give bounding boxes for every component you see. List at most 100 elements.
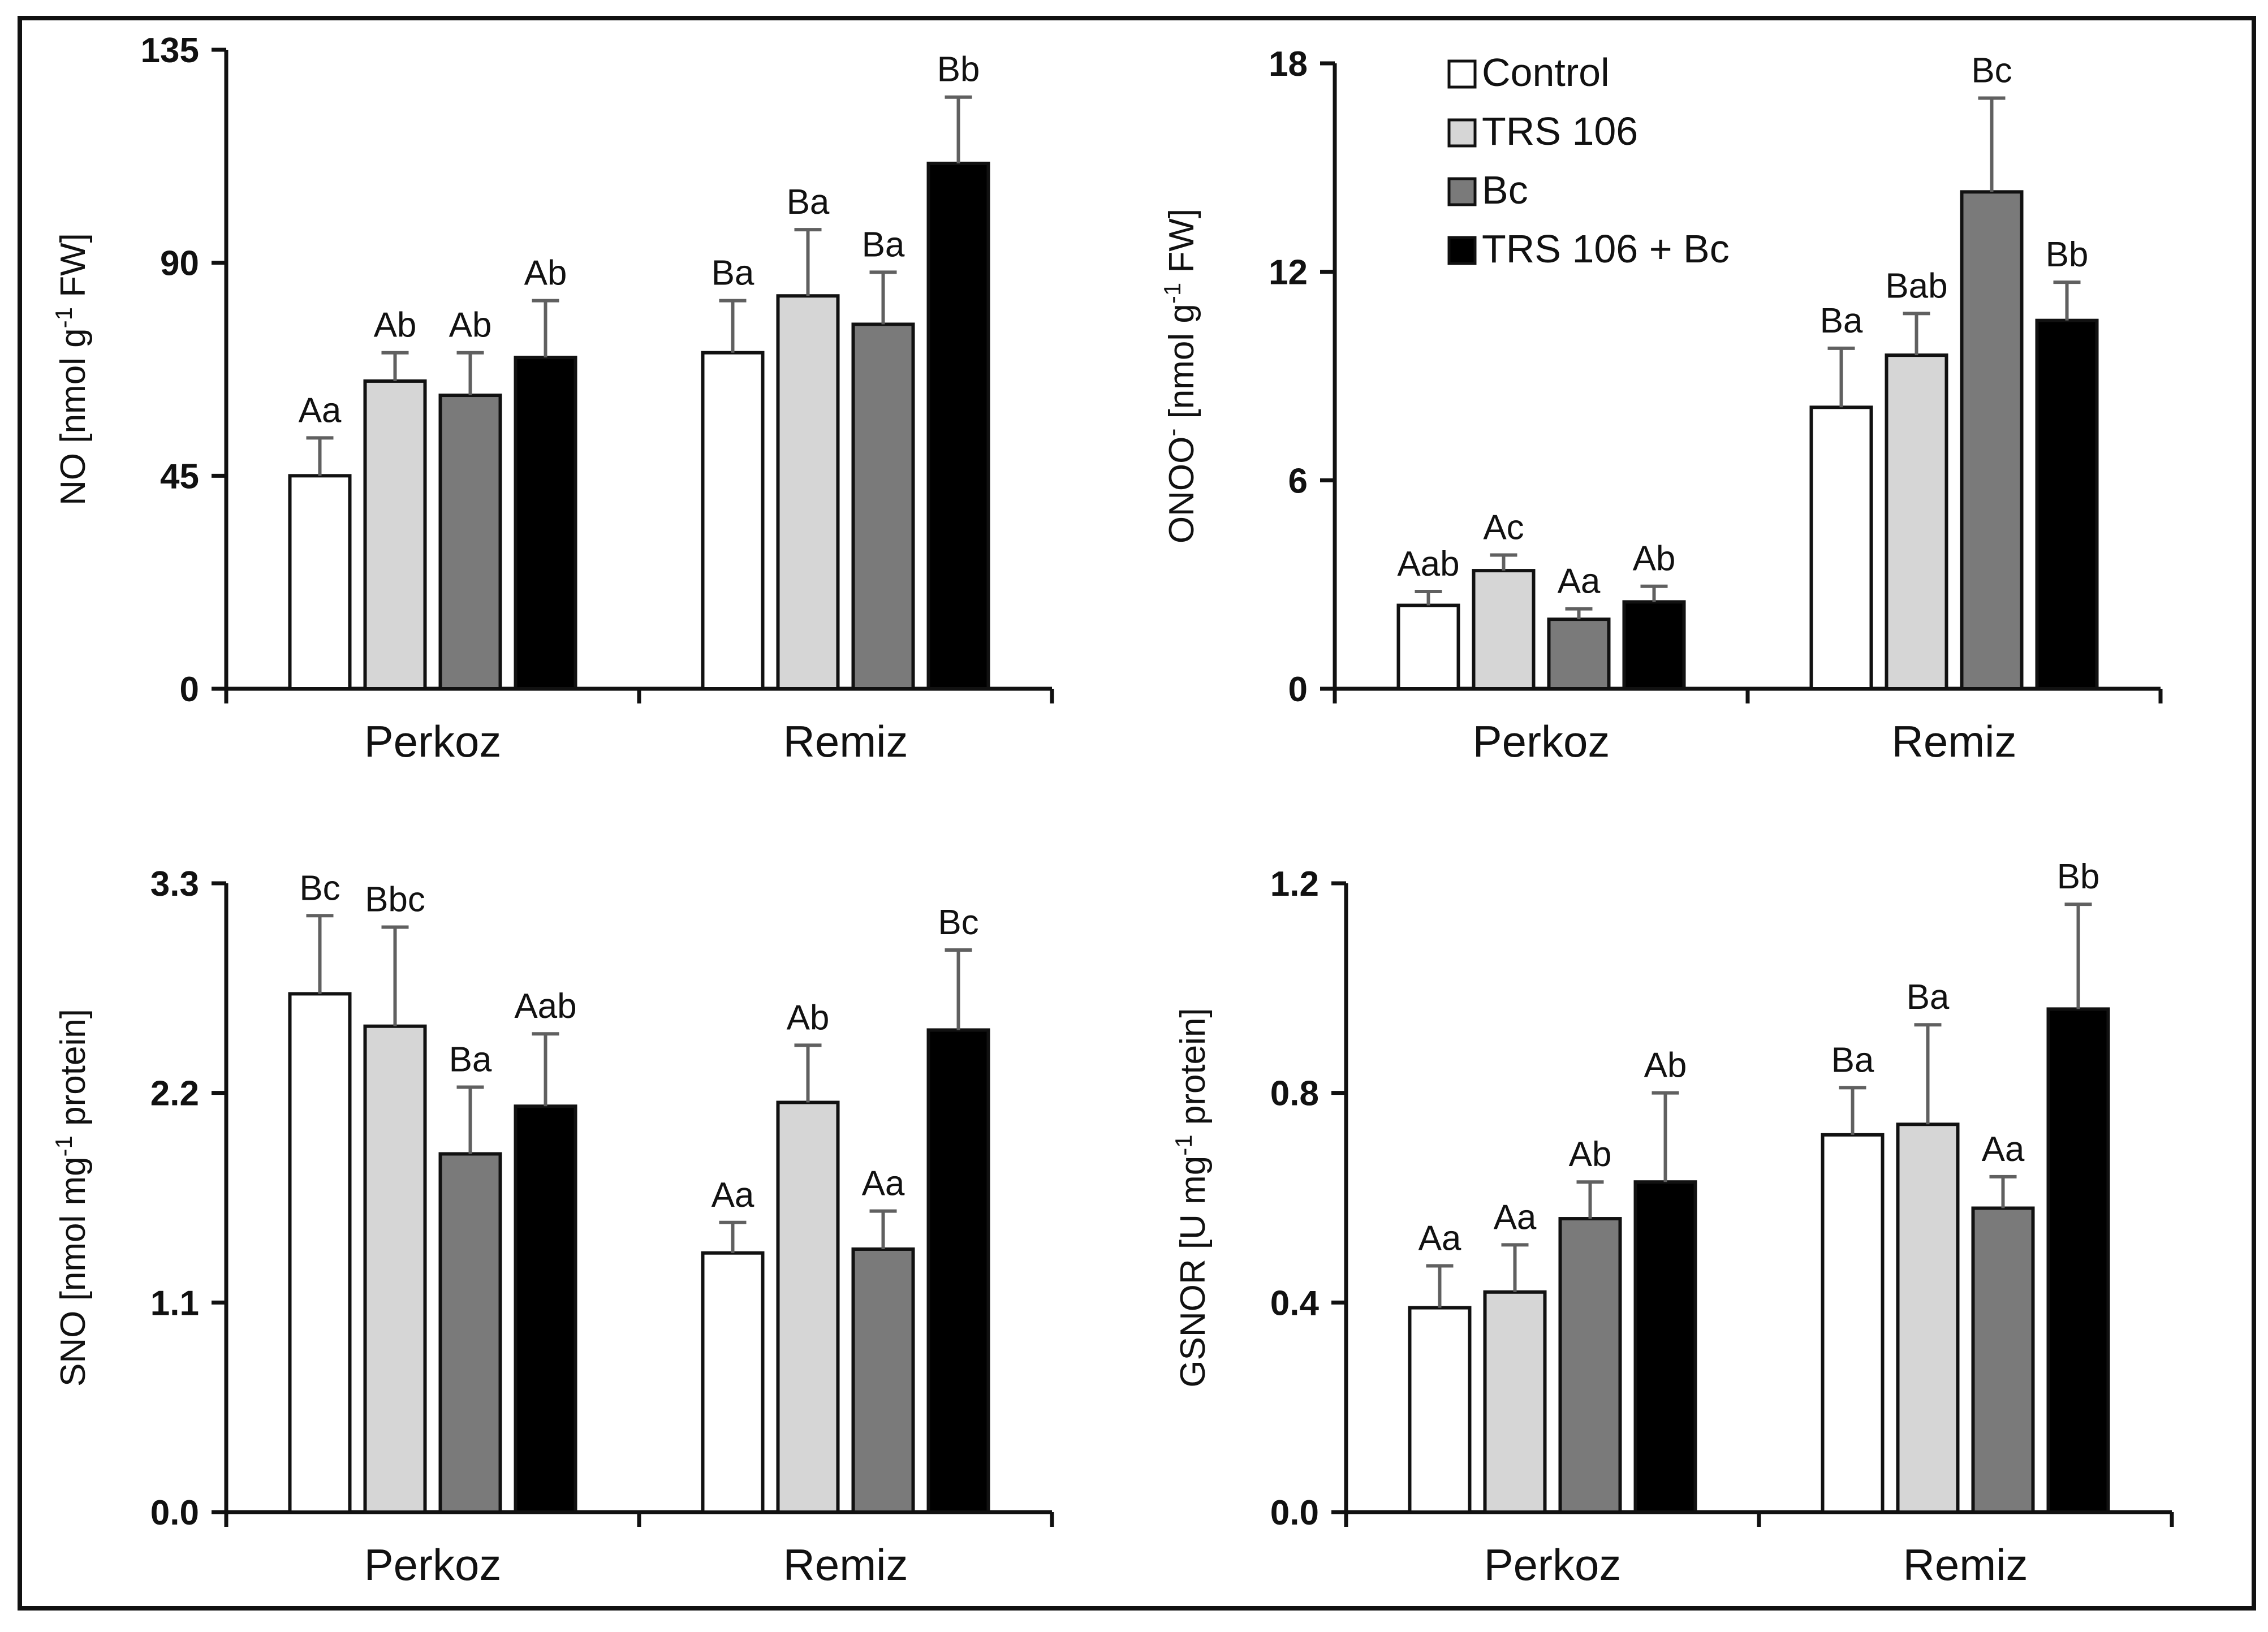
y-tick-label: 3.3	[150, 865, 199, 904]
y-tick-label: 12	[1269, 253, 1308, 292]
significance-label: Bc	[299, 869, 340, 908]
bar	[1896, 1122, 1960, 1514]
significance-label: Ba	[862, 225, 905, 264]
legend-label: TRS 106	[1482, 109, 1638, 153]
y-tick-label: 0.4	[1270, 1284, 1320, 1323]
significance-label: Ab	[1644, 1046, 1687, 1085]
bar	[851, 1247, 915, 1514]
significance-label: Aab	[1397, 545, 1459, 584]
x-category-label: Remiz	[783, 1540, 908, 1590]
significance-label: Ab	[449, 306, 492, 345]
y-tick-label: 2.2	[150, 1074, 199, 1113]
bar	[1960, 190, 2024, 691]
y-axis-label: ONOO- [nmol g-1 FW]	[1159, 209, 1202, 543]
y-tick-label: 135	[141, 31, 199, 70]
significance-label: Ba	[712, 254, 754, 293]
x-category-label: Perkoz	[364, 1540, 502, 1590]
bar	[1885, 353, 1948, 690]
chart-sno-panel: 0.0 1.1 2.2 3.3 Perkoz Remiz Bc Bbc Ba Aab Aa Ab Aa B…	[50, 865, 1054, 1590]
bar	[926, 1028, 990, 1514]
significance-label: Aa	[1494, 1198, 1537, 1237]
legend-swatch	[1447, 236, 1477, 265]
significance-label: Bab	[1885, 266, 1947, 305]
legend-label: Control	[1482, 50, 1610, 94]
bar	[1396, 603, 1460, 690]
significance-label: Aab	[514, 987, 576, 1026]
legend-label: Bc	[1482, 168, 1528, 212]
x-category-label: Remiz	[783, 716, 908, 766]
bar	[514, 1104, 577, 1514]
significance-label: Aa	[862, 1164, 905, 1203]
bar	[1558, 1217, 1622, 1514]
bar	[776, 1100, 840, 1514]
y-tick-label: 0	[1288, 670, 1308, 709]
y-tick-label: 0	[180, 670, 199, 709]
chart-no-panel: 0 45 90 135 Perkoz Remiz Aa Ab Ab Ab Ba Ba Ba Bb NO [n…	[50, 31, 1054, 766]
x-category-label: Remiz	[1891, 716, 2016, 766]
bar	[1633, 1180, 1697, 1514]
y-axis-label: NO [nmol g-1 FW]	[50, 233, 93, 506]
bar	[701, 1251, 765, 1514]
bar	[851, 322, 915, 690]
bar	[776, 294, 840, 690]
legend: Control TRS 106 Bc TRS 106 + Bc	[1447, 50, 1730, 271]
bar	[1971, 1206, 2035, 1514]
significance-label: Ab	[787, 998, 830, 1037]
bar	[288, 474, 352, 690]
significance-label: Bbc	[365, 880, 425, 919]
bar	[1547, 618, 1611, 690]
significance-label: Bb	[937, 50, 980, 89]
legend-label: TRS 106 + Bc	[1482, 227, 1730, 271]
y-tick-label: 0.0	[1270, 1493, 1319, 1532]
significance-label: Aa	[1418, 1219, 1461, 1258]
bar	[2046, 1007, 2110, 1514]
significance-label: Ba	[1831, 1040, 1874, 1080]
y-axis-label: GSNOR [U mg-1 protein]	[1170, 1008, 1213, 1387]
bar	[363, 1024, 427, 1514]
x-category-label: Remiz	[1903, 1540, 2028, 1590]
x-category-label: Perkoz	[364, 716, 502, 766]
bar	[438, 1152, 502, 1514]
y-tick-label: 0.8	[1270, 1074, 1319, 1113]
y-tick-label: 0.0	[150, 1493, 199, 1532]
x-category-label: Perkoz	[1473, 716, 1610, 766]
y-tick-label: 18	[1269, 45, 1308, 84]
significance-label: Ab	[1633, 539, 1676, 578]
significance-label: Ba	[449, 1040, 492, 1080]
bar	[1821, 1133, 1885, 1514]
bar	[1809, 405, 1873, 690]
x-category-label: Perkoz	[1484, 1540, 1622, 1590]
significance-label: Aa	[712, 1176, 754, 1215]
y-tick-label: 6	[1288, 461, 1308, 500]
legend-swatch	[1447, 59, 1477, 89]
chart-onoo-panel: 0 6 12 18 Perkoz Remiz Aab Ac Aa Ab Ba Bab Bc Bb ONOO-…	[1159, 45, 2163, 766]
bar	[514, 356, 577, 690]
significance-label: Bb	[2057, 857, 2100, 896]
significance-label: Bb	[2046, 235, 2089, 274]
bar	[288, 992, 352, 1514]
significance-label: Aa	[1982, 1130, 2025, 1169]
significance-label: Ba	[1907, 978, 1950, 1017]
chart-gsnor-panel: 0.0 0.4 0.8 1.2 Perkoz Remiz Aa Aa Ab Ab Ba Ba Aa Bb G…	[1170, 857, 2174, 1590]
significance-label: Ab	[1569, 1135, 1612, 1174]
bar	[2035, 318, 2099, 690]
significance-label: Ac	[1483, 508, 1524, 547]
bar	[701, 351, 765, 690]
bar	[926, 161, 990, 690]
y-tick-label: 45	[160, 457, 199, 496]
significance-label: Aa	[299, 391, 342, 430]
bar	[1408, 1306, 1472, 1514]
y-axis-label: SNO [nmol mg-1 protein]	[50, 1009, 93, 1387]
legend-swatch	[1447, 177, 1477, 206]
significance-label: Ab	[524, 254, 567, 293]
significance-label: Ba	[1820, 301, 1863, 340]
bar	[438, 394, 502, 690]
significance-label: Ba	[787, 183, 830, 222]
significance-label: Bc	[938, 903, 978, 942]
significance-label: Aa	[1558, 562, 1601, 601]
bar	[363, 379, 427, 690]
significance-label: Ab	[374, 306, 417, 345]
bar	[1483, 1290, 1547, 1514]
bar	[1472, 569, 1536, 690]
